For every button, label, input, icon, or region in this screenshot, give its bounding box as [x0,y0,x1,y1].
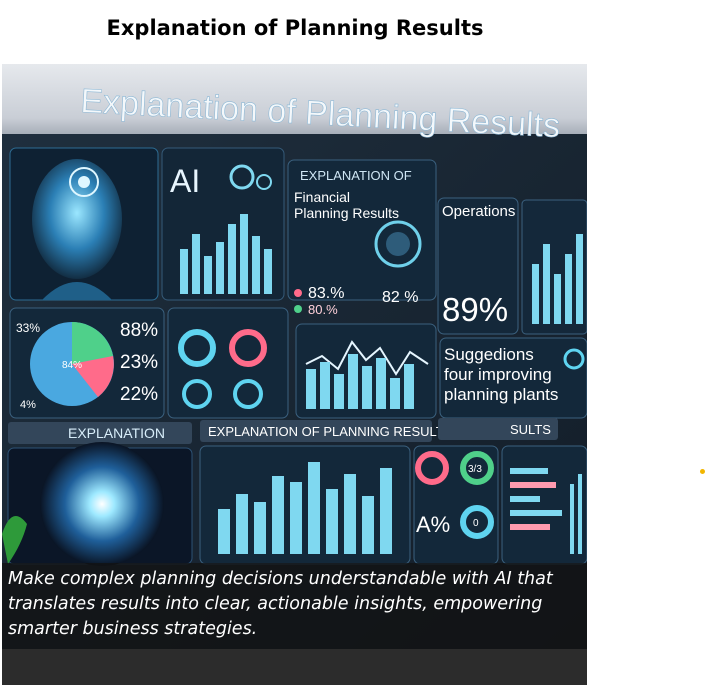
right-bar-chart [532,234,583,324]
pie-slice-green [72,322,113,364]
caption-band [2,563,587,685]
suggestions-line1: Suggedions [444,345,534,364]
financial-ring-core [386,232,410,256]
grade-label: A% [416,512,450,537]
big-chart-panel [199,445,411,565]
illustration-graphic: Explanation of Planning Results AI EXPLA… [2,64,587,685]
suggestions-line2: four improving [444,365,552,384]
donut-icon-3 [460,505,494,539]
pie-bottom-label: 4% [20,399,36,411]
explanation-tab [8,422,192,444]
ai-gear-icon [229,164,255,190]
percent-row-1: 88% [120,320,158,341]
caption-text: Make complex planning decisions understa… [8,569,553,639]
suggestions-play-icon [563,348,585,370]
financial-stat-a: 83.% [308,285,344,302]
ai-small-gear-icon [256,174,272,190]
ring-icon-1 [178,329,216,367]
results-tab [200,420,432,442]
financial-ring-chart [374,220,422,268]
area-chart-bars [306,354,414,409]
brain-core-icon [78,176,90,188]
accent-dot [700,469,705,474]
ring-icon-3 [182,379,212,409]
dashboard-illustration: Explanation of Planning Results AI EXPLA… [2,64,587,685]
operations-panel [437,197,519,335]
operations-title: Operations [442,203,515,220]
big-bar-chart [218,462,392,554]
area-chart-line [305,340,429,376]
financial-stat-b: 80.% [308,302,338,317]
ai-head-graphic [32,159,122,279]
financial-stat-c: 82 % [382,289,418,306]
ai-burst-graphic [40,442,164,566]
pie-inner-label: 84% [62,360,82,371]
financial-title-line2: Planning Results [294,205,399,221]
percent-row-3: 22% [120,384,158,405]
panel-header-label: EXPLANATION OF [300,168,412,183]
sults-tab [438,418,558,440]
donut-panel [413,445,499,565]
sults-tab-label: SULTS [510,422,551,437]
ai-shoulders [42,282,112,300]
financial-title-line1: Financial [294,189,350,205]
pie-slice-pink [72,356,114,397]
donut-label-1: 3/3 [468,464,482,475]
right-edge-bars [510,468,582,554]
ai-bar-chart [180,214,272,294]
stat-bullet-green [294,305,302,313]
results-tab-label: EXPLANATION OF PLANNING RESULTS [208,424,453,439]
explanation-tab-label: EXPLANATION [68,425,165,441]
big-percent: 89% [442,291,508,328]
plant-leaf [2,516,27,564]
ai-label: AI [170,163,200,199]
stat-bullet-pink [294,289,302,297]
right-edge-panel [501,445,587,565]
ring-icon-2 [229,329,267,367]
pie-left-label: 33% [16,321,40,335]
ring-icon-4 [233,379,263,409]
donut-label-2: 0 [473,518,479,529]
percent-row-2: 23% [120,352,158,373]
page-title: Explanation of Planning Results [106,16,484,40]
caption-bottom-strip [2,649,587,685]
brain-circle-icon [69,167,99,197]
donut-icon-1 [415,451,449,485]
suggestions-line3: planning plants [444,385,558,404]
donut-icon-2 [460,451,494,485]
